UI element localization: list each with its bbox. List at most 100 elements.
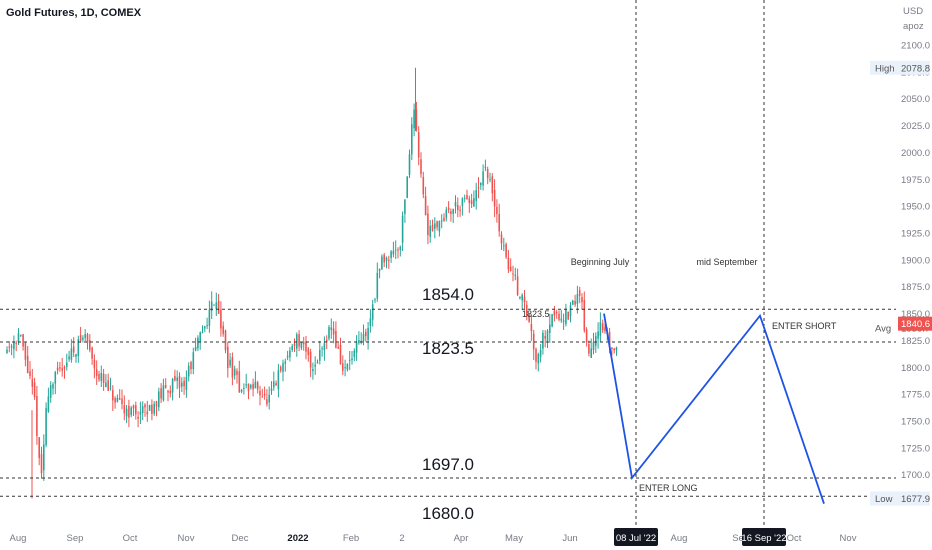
candle-body xyxy=(447,207,450,210)
candle-body xyxy=(319,350,321,361)
candle-body xyxy=(523,296,526,303)
candle-body xyxy=(526,304,528,316)
price-tick: 1775.0 xyxy=(901,390,930,401)
candle-body xyxy=(489,178,491,180)
candle-body xyxy=(229,359,231,366)
candle-body xyxy=(519,296,521,299)
price-tick: 1925.0 xyxy=(901,229,930,240)
candle-body xyxy=(33,382,36,398)
candle-body xyxy=(312,369,314,372)
candle-body xyxy=(376,272,379,299)
candle-body xyxy=(576,294,579,304)
time-tick: Aug xyxy=(10,533,27,544)
time-tick: Se xyxy=(732,533,744,544)
candle-body xyxy=(427,213,429,236)
candle-body xyxy=(98,374,100,380)
candle-body xyxy=(13,341,15,350)
candle-body xyxy=(332,328,335,335)
time-tick: Nov xyxy=(178,533,195,544)
label-enter-long: ENTER LONG xyxy=(639,483,698,493)
candle-body xyxy=(316,362,319,364)
candle-body xyxy=(362,334,365,342)
candle-body xyxy=(339,345,342,365)
candle-body xyxy=(553,310,556,316)
candle-body xyxy=(247,383,250,392)
candle-body xyxy=(289,350,291,358)
candle-body xyxy=(268,394,270,403)
candle-body xyxy=(429,225,431,237)
candle-body xyxy=(381,256,383,270)
projection-path xyxy=(603,313,825,504)
unit-label: apoz xyxy=(903,21,924,32)
candle-body xyxy=(197,337,199,349)
candle-body xyxy=(365,331,367,337)
candle-body xyxy=(528,314,530,322)
avg-label: Avg xyxy=(875,323,891,334)
candle-body xyxy=(459,209,461,211)
candle-body xyxy=(93,359,96,369)
time-tick: Feb xyxy=(343,533,359,544)
candle-body xyxy=(22,334,24,347)
candle-body xyxy=(273,381,275,388)
price-tick: 2050.0 xyxy=(901,94,930,105)
candle-body xyxy=(473,198,475,207)
candle-body xyxy=(160,388,162,399)
candle-body xyxy=(388,259,390,261)
candle-body xyxy=(348,359,351,361)
candle-body xyxy=(17,333,20,343)
high-label: High xyxy=(875,63,895,74)
date-badge xyxy=(742,528,786,546)
candle-body xyxy=(408,154,411,175)
price-tick: 2000.0 xyxy=(901,148,930,159)
price-tick: 2025.0 xyxy=(901,121,930,132)
candle-body xyxy=(135,405,137,415)
candle-body xyxy=(254,381,257,389)
candle-body xyxy=(222,325,224,334)
candle-body xyxy=(215,302,218,309)
candle-body xyxy=(608,332,611,348)
candle-body xyxy=(125,408,128,417)
candle-body xyxy=(307,348,310,355)
candle-body xyxy=(496,206,498,214)
candle-body xyxy=(335,331,337,348)
time-tick: Apr xyxy=(454,533,469,544)
candle-body xyxy=(137,416,139,419)
candle-body xyxy=(164,385,167,388)
candle-body xyxy=(178,376,181,388)
candle-body xyxy=(572,300,574,305)
candle-body xyxy=(24,343,27,360)
candle-body xyxy=(314,364,316,367)
candle-body xyxy=(562,320,565,322)
candle-body xyxy=(558,313,560,320)
candle-body xyxy=(592,342,595,350)
candle-body xyxy=(151,404,153,414)
candle-body xyxy=(49,385,52,398)
candle-body xyxy=(321,348,323,350)
candle-body xyxy=(224,330,227,351)
candle-body xyxy=(411,124,413,155)
price-tick: 1700.0 xyxy=(901,470,930,481)
price-tick: 1975.0 xyxy=(901,175,930,186)
label-enter-short: ENTER SHORT xyxy=(772,321,837,331)
candle-body xyxy=(238,371,241,393)
candle-body xyxy=(500,234,503,244)
candle-body xyxy=(26,355,29,374)
candle-body xyxy=(227,346,229,369)
candle-body xyxy=(291,346,293,351)
candle-body xyxy=(475,190,477,201)
candle-body xyxy=(443,217,445,221)
candle-body xyxy=(243,387,245,389)
candle-body xyxy=(542,332,544,349)
candle-body xyxy=(86,334,89,343)
candle-body xyxy=(40,454,43,474)
candle-body xyxy=(420,159,422,175)
candle-body xyxy=(509,266,512,271)
candle-body xyxy=(100,373,103,381)
candle-body xyxy=(266,399,268,405)
low-tag xyxy=(870,491,930,506)
candle-body xyxy=(406,176,408,198)
candle-body xyxy=(185,377,188,390)
candle-body xyxy=(507,257,510,270)
candle-body xyxy=(95,369,98,376)
